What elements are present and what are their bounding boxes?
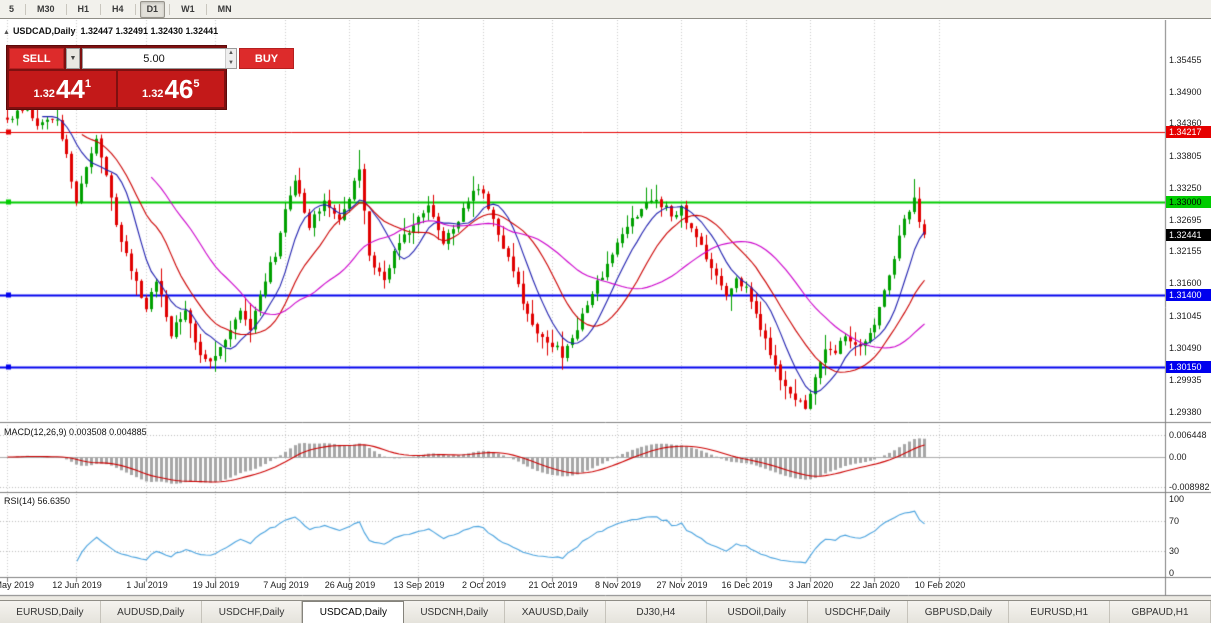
toolbar-separator xyxy=(205,3,207,15)
chart-tab-usdcnh-daily[interactable]: USDCNH,Daily xyxy=(404,601,506,623)
timeframe-button-d1[interactable]: D1 xyxy=(139,0,166,18)
timeframe-button-h1[interactable]: H1 xyxy=(77,3,90,14)
chart-tab-xauusd-daily[interactable]: XAUUSD,Daily xyxy=(505,601,606,623)
chart-tab-usdchf-daily[interactable]: USDCHF,Daily xyxy=(807,601,909,623)
toolbar-separator xyxy=(169,3,171,15)
timeframe-toolbar: 5 M30 H1 H4 D1 W1 MN xyxy=(0,0,1211,19)
chart-tab-eurusd-h1[interactable]: EURUSD,H1 xyxy=(1009,601,1111,623)
chart-tab-usdchf-daily[interactable]: USDCHF,Daily xyxy=(201,601,303,623)
chart-tab-eurusd-daily[interactable]: EURUSD,Daily xyxy=(0,601,101,623)
chart-tab-gbpusd-daily[interactable]: GBPUSD,Daily xyxy=(908,601,1010,623)
chart-tab-bar: EURUSD,Daily AUDUSD,Daily USDCHF,Daily USDC… xyxy=(0,600,1211,623)
chart-tab-usdoil-daily[interactable]: USDOil,Daily xyxy=(706,601,808,623)
toolbar-separator xyxy=(134,3,136,15)
chart-tab-gbpaud-h1[interactable]: GBPAUD,H1 xyxy=(1110,601,1211,623)
timeframe-button-m30[interactable]: M30 xyxy=(37,3,55,14)
chart-tab-dj30-h4[interactable]: DJ30,H4 xyxy=(605,601,707,623)
toolbar-separator xyxy=(100,3,102,15)
timeframe-button-mn[interactable]: MN xyxy=(217,3,232,14)
timeframe-button-h4[interactable]: H4 xyxy=(112,3,124,14)
toolbar-separator xyxy=(65,3,67,15)
timeframe-button-w1[interactable]: W1 xyxy=(181,3,195,14)
chart-tab-audusd-daily[interactable]: AUDUSD,Daily xyxy=(100,601,202,623)
toolbar-separator xyxy=(25,3,27,15)
chart-tab-usdcad-daily[interactable]: USDCAD,Daily xyxy=(302,601,405,623)
chart-canvas[interactable] xyxy=(0,20,1211,600)
chart-window: ▲ USDCAD,Daily 1.32447 1.32491 1.32430 1.3… xyxy=(0,19,1211,600)
timeframe-button-5[interactable]: 5 xyxy=(9,3,15,14)
